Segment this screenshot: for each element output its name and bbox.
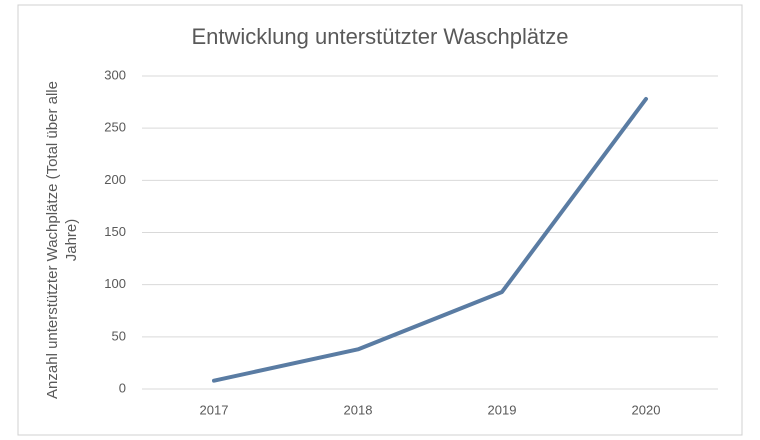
y-axis-label: Anzahl unterstützter Wachplätze (Total ü…	[44, 81, 80, 399]
data-line	[212, 96, 648, 383]
y-tick-label: 50	[112, 328, 126, 343]
y-tick-label: 100	[104, 276, 126, 291]
y-tick-label: 200	[104, 172, 126, 187]
chart-frame	[17, 4, 743, 436]
x-tick-label: 2018	[344, 402, 373, 417]
y-tick-label: 250	[104, 120, 126, 135]
x-tick-label: 2017	[200, 402, 229, 417]
y-tick-label: 0	[119, 380, 126, 395]
chart-title: Entwicklung unterstützter Waschplätze	[191, 24, 568, 49]
y-tick-label: 150	[104, 224, 126, 239]
y-tick-label: 300	[104, 67, 126, 82]
x-tick-label: 2020	[632, 402, 661, 417]
x-tick-label: 2019	[488, 402, 517, 417]
